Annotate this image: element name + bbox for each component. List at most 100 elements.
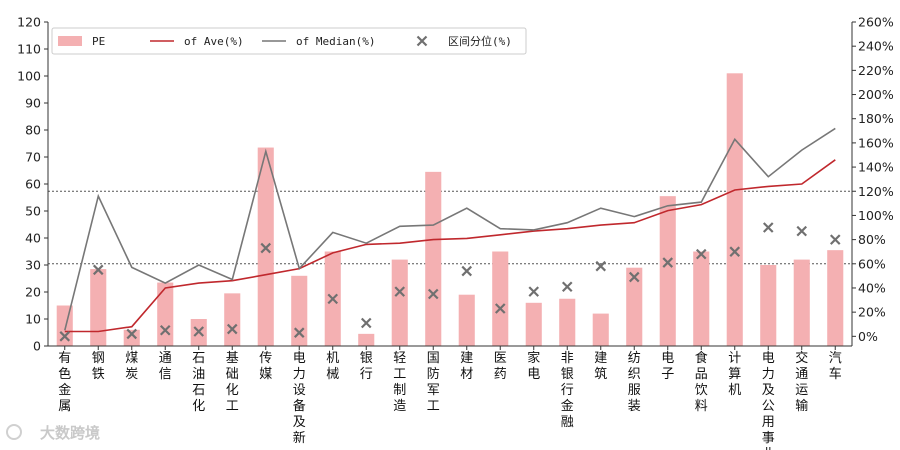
percentile-marker: [595, 260, 607, 272]
pe-bar: [56, 305, 73, 346]
percentile-marker: [226, 323, 238, 335]
legend-swatch-marker: [416, 35, 428, 47]
y-left-tick-label: 110: [17, 42, 41, 57]
percentile-marker: [796, 225, 808, 237]
y-right-tick-label: 0%: [858, 329, 878, 344]
x-tick-label: 纺织服装: [628, 351, 641, 414]
pe-bar: [157, 282, 174, 346]
x-tick-label: 电子: [661, 351, 674, 382]
percentile-marker: [92, 264, 104, 276]
percentile-marker: [394, 286, 406, 297]
y-right-tick-label: 200%: [858, 87, 894, 102]
percentile-marker: [126, 328, 138, 340]
percentile-marker: [662, 257, 674, 268]
pe-bar: [559, 298, 576, 346]
percentile-marker: [327, 293, 339, 305]
y-right-tick-label: 20%: [858, 305, 886, 320]
watermark-logo-icon: [6, 424, 22, 440]
y-left-tick-label: 20: [25, 285, 41, 300]
y-right-tick-label: 100%: [858, 208, 894, 223]
x-tick-label: 银行: [360, 351, 373, 382]
y-right-tick-label: 240%: [858, 39, 894, 54]
x-tick-label: 钢铁: [92, 351, 105, 382]
y-left-tick-label: 10: [25, 312, 41, 327]
x-tick-label: 传媒: [259, 351, 272, 382]
y-right-tick-label: 220%: [858, 63, 894, 78]
x-tick-label: 轻工制造: [393, 351, 406, 414]
x-tick-label: 有色金属: [58, 351, 71, 414]
pe-bar: [291, 275, 308, 346]
x-tick-label: 汽车: [829, 351, 842, 382]
pe-bar: [123, 329, 140, 346]
x-tick-label: 通信: [159, 351, 172, 382]
series-line: [64, 127, 836, 331]
pe-bar: [425, 171, 442, 346]
watermark-text: 大数跨境: [40, 424, 100, 442]
y-right-tick-label: 160%: [858, 135, 894, 150]
percentile-marker: [59, 331, 71, 342]
pe-bar: [90, 269, 107, 346]
y-right-tick-label: 60%: [858, 256, 886, 271]
legend-label: 区间分位(%): [448, 34, 512, 48]
lines-layer: [64, 127, 836, 333]
watermark: 大数跨境: [6, 424, 100, 442]
percentile-marker: [729, 246, 741, 257]
y-right-tick-label: 40%: [858, 280, 886, 295]
x-tick-label: 交通运输: [795, 350, 808, 414]
percentile-marker: [260, 242, 272, 254]
x-tick-label: 石油石化: [192, 351, 205, 414]
y-right-tick-label: 80%: [858, 232, 886, 247]
legend-label: PE: [92, 35, 105, 48]
pe-bar: [793, 259, 810, 346]
bars-layer: [56, 73, 844, 347]
y-right-tick-label: 260%: [858, 15, 894, 30]
grid-layer: [48, 190, 852, 265]
legend-label: of Median(%): [296, 35, 375, 48]
pe-bar: [760, 265, 777, 346]
pe-bar: [458, 294, 475, 346]
percentile-marker: [829, 234, 841, 245]
y-left-tick-label: 70: [25, 150, 41, 165]
pe-bar: [726, 73, 743, 347]
percentile-marker: [762, 222, 774, 233]
y-left-tick-label: 0: [33, 339, 41, 354]
pe-bar: [693, 251, 710, 346]
pe-bar: [827, 250, 844, 346]
pe-bar: [626, 267, 643, 346]
y-left-tick-label: 80: [25, 123, 41, 138]
y-right-tick-label: 140%: [858, 160, 894, 175]
x-tick-label: 电力设备及新: [293, 351, 306, 446]
percentile-marker: [695, 248, 707, 260]
x-tick-label: 医药: [494, 351, 507, 382]
x-tick-label: 建材: [460, 351, 473, 382]
axes-layer: 0 10 20 30 40 50 60 70 80 90 100 110 120 0% 20% 40% 60% 8…: [17, 15, 894, 450]
legend: PE of Ave(%) of Median(%) 区间分位(%): [51, 27, 527, 55]
x-tick-label: 机械: [326, 351, 339, 382]
pe-bar: [391, 259, 408, 346]
percentile-marker: [528, 286, 540, 297]
x-tick-label: 家电: [527, 350, 540, 382]
percentile-marker: [628, 271, 640, 283]
legend-swatch-pe: [58, 36, 82, 46]
x-tick-label: 食品饮料: [695, 350, 708, 414]
percentile-marker: [561, 281, 573, 293]
percentile-marker: [193, 326, 205, 337]
y-left-tick-label: 40: [25, 231, 41, 246]
pe-bar: [659, 196, 676, 346]
y-left-tick-label: 60: [25, 177, 41, 192]
pe-bar: [224, 293, 241, 346]
markers-layer: [59, 222, 841, 342]
percentile-marker: [360, 317, 372, 329]
x-tick-label: 煤炭: [125, 351, 138, 382]
y-right-tick-label: 120%: [858, 184, 894, 199]
series-line: [64, 159, 836, 333]
y-left-tick-label: 30: [25, 258, 41, 273]
percentile-marker: [159, 325, 171, 336]
percentile-marker: [461, 265, 473, 277]
percentile-marker: [427, 288, 439, 300]
legend-box: [51, 27, 527, 55]
percentile-marker: [494, 303, 506, 314]
pe-bar: [358, 333, 375, 346]
x-tick-label: 计算机: [728, 351, 741, 398]
